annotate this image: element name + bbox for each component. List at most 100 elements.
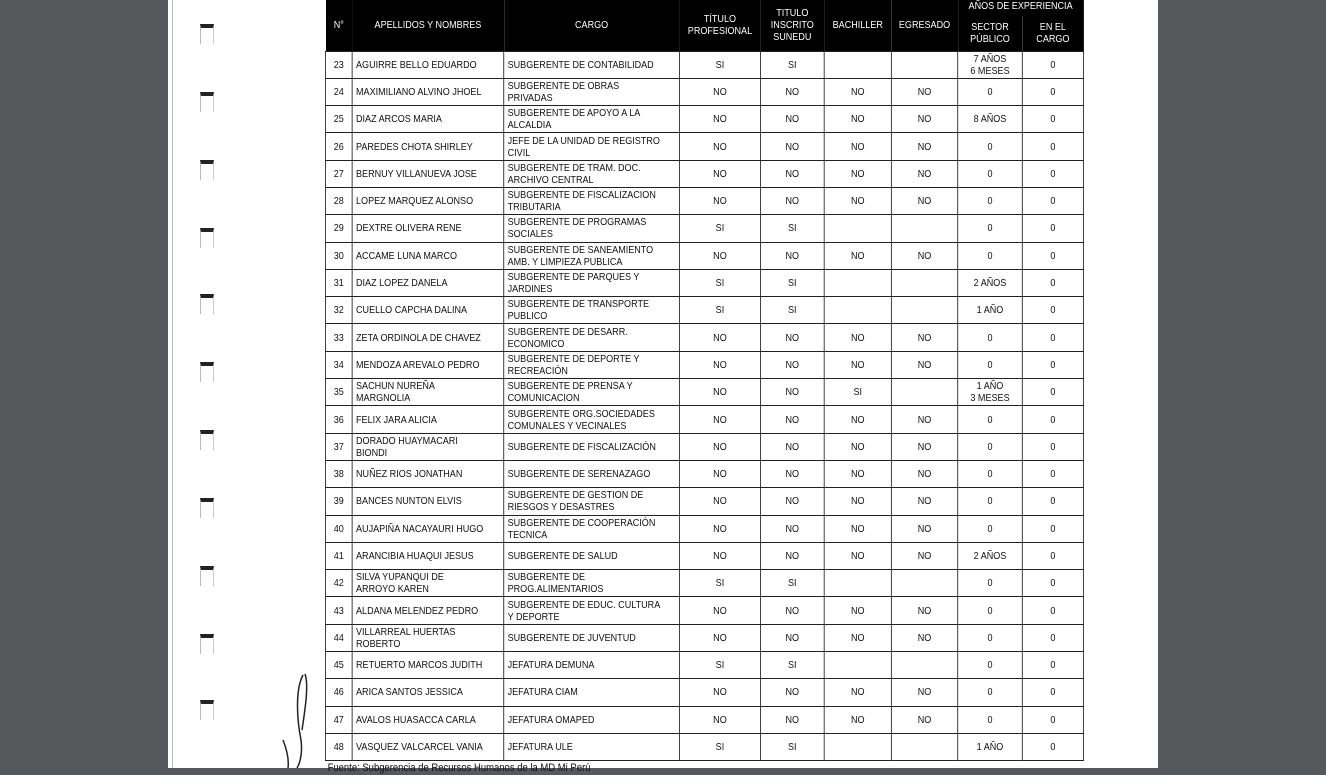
experiencia-en-cargo-cell: 0 — [1021, 596, 1084, 625]
titulo-profesional-cell: NO — [679, 432, 761, 461]
header-bachiller: BACHILLER — [824, 0, 892, 51]
employee-name-cell: DIAZ ARCOS MARIA — [351, 105, 505, 134]
bachiller-cell: NO — [823, 105, 892, 134]
cargo-cell: SUBGERENTE DE SERENAZAGO — [503, 459, 680, 489]
experiencia-en-cargo-cell: 0 — [1021, 296, 1084, 325]
cargo-cell: SUBGERENTE DE EDUC. CULTURA Y DEPORTE — [503, 596, 680, 625]
employee-name-cell: SACHUN NUREÑA MARGNOLIA — [351, 378, 505, 407]
table-body: 23 AGUIRRE BELLO EDUARDO SUBGERENTE DE CON… — [324, 50, 1084, 762]
cargo-cell: SUBGERENTE DE FISCALIZACIÓN — [503, 432, 680, 461]
row-number-cell: 29 — [324, 214, 353, 243]
experiencia-en-cargo-cell: 0 — [1021, 651, 1084, 680]
employee-name-cell: CUELLO CAPCHA DALINA — [351, 296, 505, 325]
employee-name-cell: LOPEZ MARQUEZ ALONSO — [351, 186, 505, 216]
egresado-cell: NO — [890, 596, 959, 625]
row-number-cell: 35 — [324, 378, 353, 407]
employee-name-cell: SILVA YUPANQUI DE ARROYO KAREN — [351, 569, 505, 598]
experiencia-en-cargo-cell: 0 — [1021, 459, 1084, 489]
experiencia-sector-publico-cell: 1 AÑO — [957, 732, 1023, 762]
titulo-inscrito-cell: NO — [760, 186, 825, 216]
titulo-inscrito-cell: NO — [760, 514, 825, 543]
egresado-cell: NO — [890, 623, 959, 653]
titulo-profesional-cell: SI — [679, 651, 761, 680]
experiencia-sector-publico-cell: 2 AÑOS — [957, 541, 1023, 571]
bachiller-cell — [823, 214, 892, 243]
experiencia-sector-publico-cell: 0 — [957, 186, 1023, 216]
experiencia-sector-publico-cell: 1 AÑO — [957, 296, 1023, 325]
table-row: 42 SILVA YUPANQUI DE ARROYO KAREN SUBGEREN… — [324, 569, 1084, 598]
employee-name-cell: DORADO HUAYMACARI BIONDI — [351, 432, 505, 461]
egresado-cell — [890, 268, 959, 298]
titulo-profesional-cell: SI — [679, 569, 761, 598]
table-row: 24 MAXIMILIANO ALVINO JHOEL SUBGERENTE DE … — [324, 77, 1084, 107]
binder-hole-mark — [200, 634, 214, 654]
bachiller-cell: SI — [823, 378, 892, 407]
titulo-profesional-cell: SI — [679, 268, 761, 298]
titulo-inscrito-cell: SI — [760, 651, 825, 680]
experiencia-en-cargo-cell: 0 — [1021, 405, 1084, 434]
titulo-profesional-cell: NO — [679, 105, 761, 134]
titulo-inscrito-cell: NO — [760, 77, 825, 107]
cargo-cell: JEFATURA ULE — [503, 732, 680, 762]
titulo-inscrito-cell: NO — [760, 459, 825, 489]
employee-name-cell: VILLARREAL HUERTAS ROBERTO — [351, 623, 505, 653]
employee-name-cell: AGUIRRE BELLO EDUARDO — [351, 50, 505, 79]
bachiller-cell: NO — [823, 459, 892, 489]
experiencia-sector-publico-cell: 0 — [957, 350, 1023, 380]
egresado-cell: NO — [890, 514, 959, 543]
employee-name-cell: PAREDES CHOTA SHIRLEY — [351, 132, 505, 161]
binder-hole-mark — [200, 430, 214, 450]
table-row: 47 AVALOS HUASACCA CARLA JEFATURA OMAPED NO… — [324, 705, 1084, 734]
binder-hole-mark — [200, 228, 214, 248]
cargo-cell: SUBGERENTE DE OBRAS PRIVADAS — [503, 77, 680, 107]
experiencia-en-cargo-cell: 0 — [1021, 732, 1084, 762]
employee-name-cell: FELIX JARA ALICIA — [351, 405, 505, 434]
experiencia-sector-publico-cell: 0 — [957, 214, 1023, 243]
binder-hole-mark — [200, 294, 214, 314]
row-number-cell: 38 — [324, 459, 353, 489]
bachiller-cell: NO — [823, 241, 892, 270]
cargo-cell: SUBGERENTE DE TRAM. DOC. ARCHIVO CENTRAL — [503, 159, 680, 188]
titulo-profesional-cell: NO — [679, 705, 761, 734]
table-row: 46 ARICA SANTOS JESSICA JEFATURA CIAM NO NO N… — [324, 678, 1084, 707]
cargo-cell: SUBGERENTE DE FISCALIZACION TRIBUTARIA — [503, 186, 680, 216]
experiencia-en-cargo-cell: 0 — [1021, 378, 1084, 407]
bachiller-cell: NO — [823, 514, 892, 543]
header-en-el-cargo: EN EL CARGO — [1022, 16, 1084, 51]
table-row: 35 SACHUN NUREÑA MARGNOLIA SUBGERENTE DE P… — [324, 378, 1084, 407]
egresado-cell: NO — [890, 678, 959, 707]
bachiller-cell: NO — [823, 77, 892, 107]
table-row: 44 VILLARREAL HUERTAS ROBERTO SUBGERENTE D… — [324, 623, 1084, 653]
employee-name-cell: NUÑEZ RIOS JONATHAN — [351, 459, 505, 489]
experiencia-en-cargo-cell: 0 — [1021, 623, 1084, 653]
titulo-inscrito-cell: NO — [760, 350, 825, 380]
row-number-cell: 24 — [324, 77, 353, 107]
experiencia-en-cargo-cell: 0 — [1021, 214, 1084, 243]
binder-hole-mark — [200, 700, 214, 720]
row-number-cell: 45 — [324, 651, 353, 680]
experiencia-en-cargo-cell: 0 — [1021, 241, 1084, 270]
table-row: 25 DIAZ ARCOS MARIA SUBGERENTE DE APOYO A … — [324, 105, 1084, 134]
row-number-cell: 48 — [324, 732, 353, 762]
cargo-cell: SUBGERENTE DE PROGRAMAS SOCIALES — [503, 214, 680, 243]
header-titulo-profesional: TÍTULO PROFESIONAL — [679, 0, 761, 51]
page-edge-line — [172, 0, 173, 768]
table-row: 31 DIAZ LOPEZ DANELA SUBGERENTE DE PARQUES… — [324, 268, 1084, 298]
header-cargo: CARGO — [503, 0, 680, 51]
experiencia-sector-publico-cell: 0 — [957, 159, 1023, 188]
table-row: 23 AGUIRRE BELLO EDUARDO SUBGERENTE DE CON… — [324, 50, 1084, 79]
row-number-cell: 39 — [324, 487, 353, 516]
experiencia-sector-publico-cell: 0 — [957, 432, 1023, 461]
row-number-cell: 36 — [324, 405, 353, 434]
experiencia-en-cargo-cell: 0 — [1021, 541, 1084, 571]
bachiller-cell: NO — [823, 159, 892, 188]
employee-name-cell: AUJAPIÑA NACAYAURI HUGO — [351, 514, 505, 543]
titulo-profesional-cell: NO — [679, 678, 761, 707]
titulo-inscrito-cell: NO — [760, 159, 825, 188]
binder-hole-mark — [200, 362, 214, 382]
cargo-cell: SUBGERENTE DE PRENSA Y COMUNICACION — [503, 378, 680, 407]
experiencia-en-cargo-cell: 0 — [1021, 323, 1084, 352]
header-sector-publico: SECTOR PÚBLICO — [957, 16, 1023, 51]
experiencia-sector-publico-cell: 0 — [957, 77, 1023, 107]
cargo-cell: SUBGERENTE DE COOPERACIÓN TECNICA — [503, 514, 680, 543]
